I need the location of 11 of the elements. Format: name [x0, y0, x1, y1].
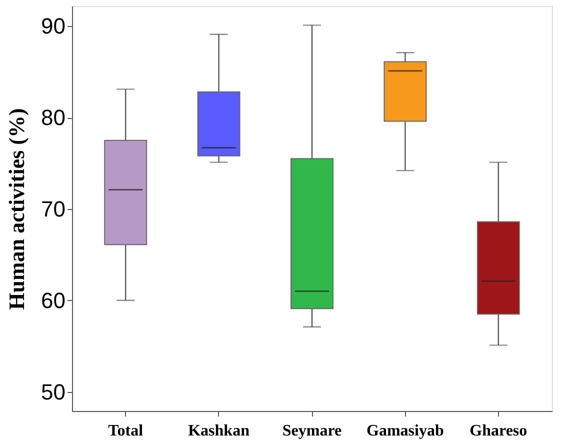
- x-tick-label: Total: [108, 422, 144, 440]
- y-tick-label: 80: [41, 105, 66, 130]
- x-tick-label: Kashkan: [188, 422, 250, 440]
- x-tick-label: Gamasiyab: [366, 422, 444, 440]
- y-tick-label: 70: [41, 196, 66, 222]
- y-tick-label: 50: [41, 379, 66, 404]
- y-tick-label: 60: [41, 288, 66, 313]
- y-tick-label: 90: [41, 14, 66, 39]
- y-axis-title: Human activities (%): [4, 108, 30, 310]
- x-tick-label: Ghareso: [470, 422, 528, 440]
- x-tick-label: Seymare: [282, 422, 342, 440]
